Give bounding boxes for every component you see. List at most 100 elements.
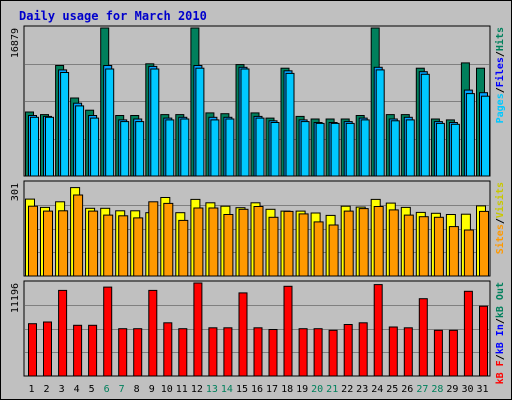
bar-kb-f-day-8 <box>133 328 143 377</box>
bar-kb-f-day-11 <box>178 328 188 377</box>
bar-pages-day-6 <box>105 68 115 177</box>
day-label-21: 21 <box>326 384 338 395</box>
bar-pages-day-22 <box>345 122 355 177</box>
bar-sites-day-26 <box>403 214 414 277</box>
day-label-14: 14 <box>221 384 233 395</box>
bar-kb-f-day-7 <box>118 328 128 377</box>
day-label-20: 20 <box>311 384 323 395</box>
bar-kb-f-day-25 <box>388 326 398 377</box>
ymax-label: 16879 <box>10 28 21 58</box>
day-label-26: 26 <box>401 384 413 395</box>
bar-pages-day-5 <box>90 117 100 177</box>
bar-pages-day-3 <box>60 72 70 177</box>
bar-sites-day-4 <box>73 194 84 277</box>
legend-entry: Files <box>494 57 506 87</box>
bar-pages-day-14 <box>225 118 235 177</box>
bar-pages-day-23 <box>360 119 370 177</box>
bar-sites-day-2 <box>43 210 53 277</box>
day-label-6: 6 <box>104 384 110 395</box>
bar-kb-f-day-15 <box>238 292 248 377</box>
legend-entry: kB In <box>495 324 506 354</box>
bar-pages-day-21 <box>330 122 340 177</box>
bar-pages-day-11 <box>180 118 190 177</box>
day-label-7: 7 <box>119 384 125 395</box>
bar-sites-day-22 <box>343 210 354 277</box>
day-label-5: 5 <box>89 384 95 395</box>
bar-kb-f-day-9 <box>148 289 158 377</box>
bar-sites-day-11 <box>178 219 189 277</box>
bar-kb-f-day-18 <box>283 285 293 377</box>
day-label-2: 2 <box>43 384 49 395</box>
bar-sites-day-27 <box>418 216 429 277</box>
day-label-29: 29 <box>446 384 458 395</box>
legend-entry: Sites <box>494 224 506 254</box>
bar-pages-day-20 <box>315 122 325 177</box>
bar-kb-f-day-31 <box>479 305 488 377</box>
bar-pages-day-25 <box>390 120 400 177</box>
bar-pages-day-24 <box>375 69 385 177</box>
bar-sites-day-9 <box>148 201 159 277</box>
bar-pages-day-27 <box>420 73 430 177</box>
legend-entry: Visits <box>494 182 506 218</box>
legend-entry: kB F <box>495 360 506 384</box>
bar-pages-day-26 <box>405 119 415 177</box>
bar-sites-day-13 <box>208 207 219 277</box>
bar-kb-f-day-20 <box>313 328 323 377</box>
bar-kb-f-day-17 <box>268 329 278 377</box>
bar-sites-day-16 <box>253 206 264 277</box>
legend-entry: / <box>495 318 506 324</box>
bar-sites-day-3 <box>58 210 69 277</box>
day-label-13: 13 <box>206 384 218 395</box>
bar-kb-f-day-22 <box>343 324 353 377</box>
legend-entry: / <box>495 51 506 57</box>
bar-pages-day-28 <box>435 122 445 177</box>
bar-pages-day-17 <box>270 122 280 177</box>
bar-sites-day-18 <box>283 210 294 277</box>
bar-sites-day-31 <box>479 210 489 277</box>
bar-kb-f-day-2 <box>43 321 52 377</box>
legend-entry: Pages <box>495 93 506 123</box>
bar-sites-day-21 <box>328 224 339 277</box>
bar-kb-f-day-30 <box>463 290 473 377</box>
bar-pages-day-19 <box>300 121 310 177</box>
legend-entry: / <box>495 218 506 224</box>
bar-sites-day-17 <box>268 216 279 277</box>
day-label-16: 16 <box>251 384 263 395</box>
bar-pages-day-1 <box>30 116 39 177</box>
legend-entry: / <box>495 354 506 360</box>
bar-pages-day-15 <box>240 68 250 177</box>
bar-pages-day-8 <box>135 121 145 177</box>
day-label-22: 22 <box>341 384 353 395</box>
day-label-4: 4 <box>74 384 80 395</box>
day-label-15: 15 <box>236 384 248 395</box>
bar-pages-day-29 <box>450 123 460 177</box>
day-label-23: 23 <box>356 384 368 395</box>
bar-kb-f-day-1 <box>28 323 37 377</box>
day-label-27: 27 <box>416 384 428 395</box>
bar-sites-day-30 <box>463 229 474 277</box>
day-label-17: 17 <box>266 384 278 395</box>
bar-sites-day-7 <box>118 215 129 277</box>
chart-title: Daily usage for March 2010 <box>19 9 207 23</box>
legend-entry: / <box>495 87 506 93</box>
legend-entry: kB Out <box>495 282 506 318</box>
bar-kb-f-day-28 <box>433 329 443 377</box>
day-label-11: 11 <box>176 384 188 395</box>
bar-pages-day-9 <box>150 68 160 177</box>
bar-kb-f-day-14 <box>223 327 233 377</box>
bar-sites-day-28 <box>433 216 444 277</box>
bar-kb-f-day-12 <box>193 282 203 377</box>
bar-sites-day-14 <box>223 214 234 277</box>
bar-sites-day-20 <box>313 221 324 277</box>
bar-pages-day-18 <box>285 72 295 177</box>
bar-kb-f-day-24 <box>373 284 383 377</box>
bar-pages-day-2 <box>45 116 54 177</box>
bar-sites-day-8 <box>133 217 144 277</box>
day-label-18: 18 <box>281 384 293 395</box>
bar-sites-day-6 <box>103 214 114 277</box>
bar-sites-day-1 <box>28 205 38 277</box>
legend-bottom: kB F/kB In/kB Out <box>495 282 506 384</box>
ymax-label: 301 <box>10 183 21 201</box>
bar-pages-day-13 <box>210 119 220 177</box>
